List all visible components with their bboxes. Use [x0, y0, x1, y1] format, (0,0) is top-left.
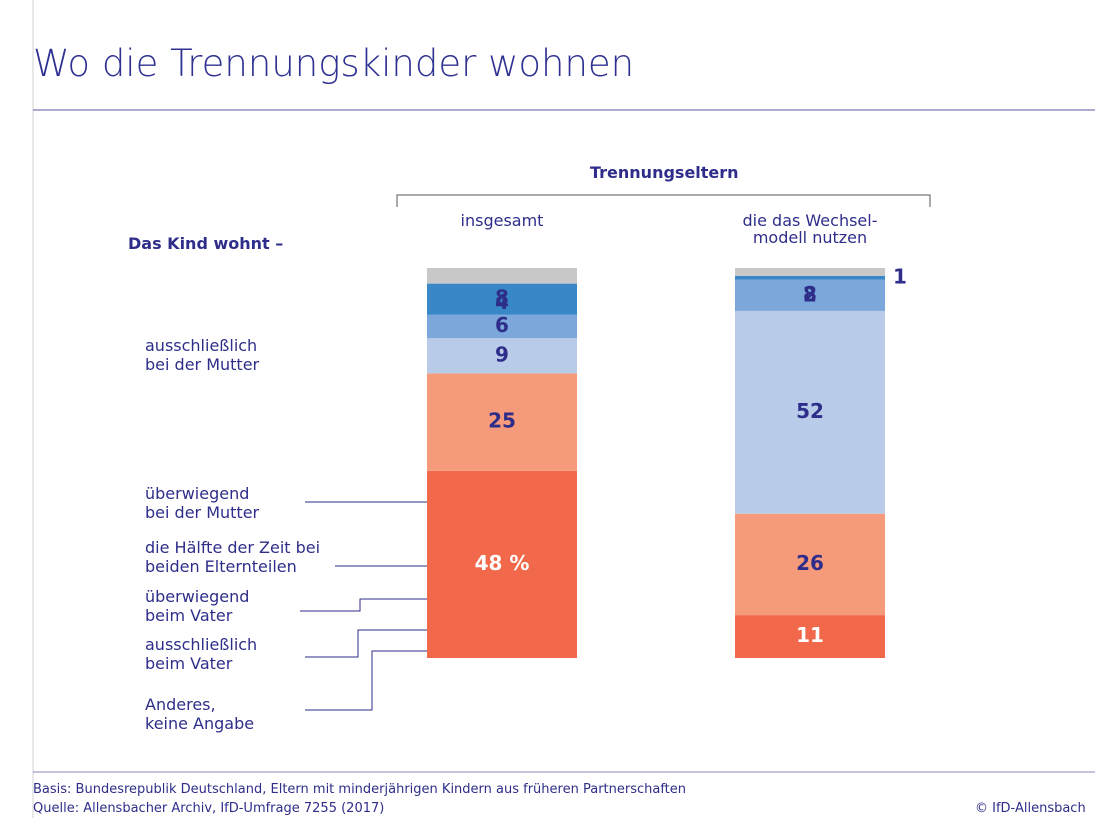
bar-segment: [735, 615, 885, 658]
bar-segment: [735, 268, 885, 276]
legend-label: überwiegend bei der Mutter: [145, 484, 260, 522]
category-label: insgesamt: [460, 211, 544, 230]
value-label: 26: [796, 551, 824, 575]
legend-label: Anderes, keine Angabe: [145, 695, 255, 733]
value-label: 8: [495, 286, 509, 310]
legend-connector: [305, 629, 427, 658]
group-bracket: [396, 194, 931, 207]
legend-connector: [305, 650, 427, 711]
notes: Basis: Bundesrepublik Deutschland, Elter…: [33, 782, 687, 797]
bar-segment: [427, 268, 577, 284]
legend-connector: [300, 598, 427, 612]
source: Quelle: Allensbacher Archiv, IfD-Umfrage…: [33, 801, 385, 816]
bar-segment: [735, 279, 885, 311]
legend-label: ausschließlich bei der Mutter: [145, 336, 260, 374]
category-label: die das Wechsel- modell nutzen: [742, 211, 878, 247]
bar-segment: [735, 513, 885, 616]
legend-label: die Hälfte der Zeit bei beiden Elterntei…: [145, 538, 321, 576]
credit: © IfD-Allensbach: [975, 801, 1086, 816]
value-label: 52: [796, 399, 824, 423]
legend-label: überwiegend beim Vater: [145, 587, 250, 625]
value-label: 8: [803, 282, 817, 306]
value-label: 25: [488, 409, 516, 433]
bar-segment: [427, 373, 577, 471]
value-label: 11: [796, 623, 824, 647]
value-label: 2: [803, 282, 817, 306]
bar-segment: [427, 470, 577, 658]
value-label: 6: [495, 313, 509, 337]
chart-title: Wo die Trennungskinder wohnen: [33, 42, 635, 85]
bar-segment: [427, 283, 577, 315]
group-label: Trennungseltern: [590, 163, 739, 182]
bar-segment: [427, 314, 577, 339]
y-heading: Das Kind wohnt –: [128, 234, 284, 253]
bar-segment: [735, 275, 885, 280]
bar-segment: [735, 310, 885, 514]
bar-segment: [427, 338, 577, 374]
value-label: 1: [893, 264, 907, 288]
value-label: 9: [495, 342, 509, 366]
value-label: 48 %: [475, 551, 530, 575]
legend-label: ausschließlich beim Vater: [145, 635, 258, 673]
value-label: 4: [495, 290, 509, 314]
